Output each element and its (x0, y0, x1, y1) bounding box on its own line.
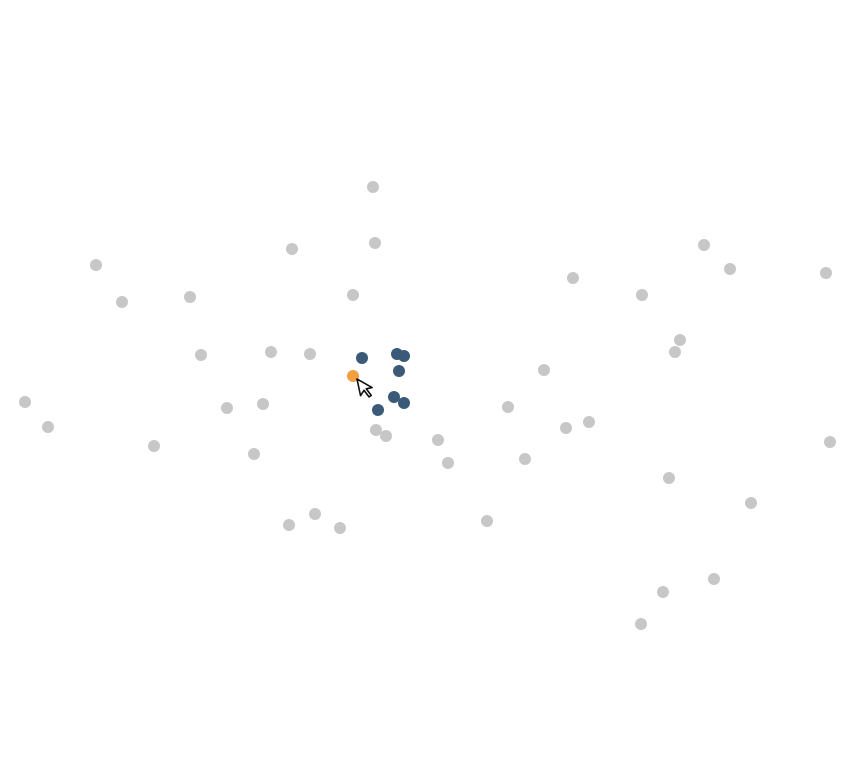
data-point[interactable] (195, 349, 207, 361)
data-point[interactable] (116, 296, 128, 308)
data-point[interactable] (221, 402, 233, 414)
data-point[interactable] (663, 472, 675, 484)
data-point[interactable] (502, 401, 514, 413)
data-point[interactable] (724, 263, 736, 275)
data-point[interactable] (674, 334, 686, 346)
data-point[interactable] (370, 424, 382, 436)
data-point[interactable] (367, 181, 379, 193)
neighbor-data-point[interactable] (356, 352, 368, 364)
data-point[interactable] (669, 346, 681, 358)
data-point[interactable] (824, 436, 836, 448)
neighbor-data-point[interactable] (398, 350, 410, 362)
data-point[interactable] (657, 586, 669, 598)
data-point[interactable] (583, 416, 595, 428)
neighbor-data-point[interactable] (398, 397, 410, 409)
data-point[interactable] (636, 289, 648, 301)
data-point[interactable] (90, 259, 102, 271)
data-point[interactable] (538, 364, 550, 376)
data-point[interactable] (265, 346, 277, 358)
data-point[interactable] (334, 522, 346, 534)
data-point[interactable] (257, 398, 269, 410)
data-point[interactable] (560, 422, 572, 434)
data-point[interactable] (248, 448, 260, 460)
data-point[interactable] (19, 396, 31, 408)
data-point[interactable] (635, 618, 647, 630)
neighbor-data-point[interactable] (372, 404, 384, 416)
data-point[interactable] (148, 440, 160, 452)
neighbor-data-point[interactable] (393, 365, 405, 377)
data-point[interactable] (432, 434, 444, 446)
data-point[interactable] (184, 291, 196, 303)
data-point[interactable] (369, 237, 381, 249)
data-point[interactable] (347, 289, 359, 301)
data-point[interactable] (283, 519, 295, 531)
data-point[interactable] (820, 267, 832, 279)
points-layer (19, 181, 836, 630)
hovered-data-point[interactable] (347, 370, 359, 382)
data-point[interactable] (698, 239, 710, 251)
data-point[interactable] (567, 272, 579, 284)
data-point[interactable] (745, 497, 757, 509)
data-point[interactable] (481, 515, 493, 527)
neighbor-data-point[interactable] (388, 391, 400, 403)
data-point[interactable] (304, 348, 316, 360)
data-point[interactable] (380, 430, 392, 442)
data-point[interactable] (442, 457, 454, 469)
data-point[interactable] (286, 243, 298, 255)
data-point[interactable] (309, 508, 321, 520)
data-point[interactable] (519, 453, 531, 465)
data-point[interactable] (42, 421, 54, 433)
data-point[interactable] (708, 573, 720, 585)
